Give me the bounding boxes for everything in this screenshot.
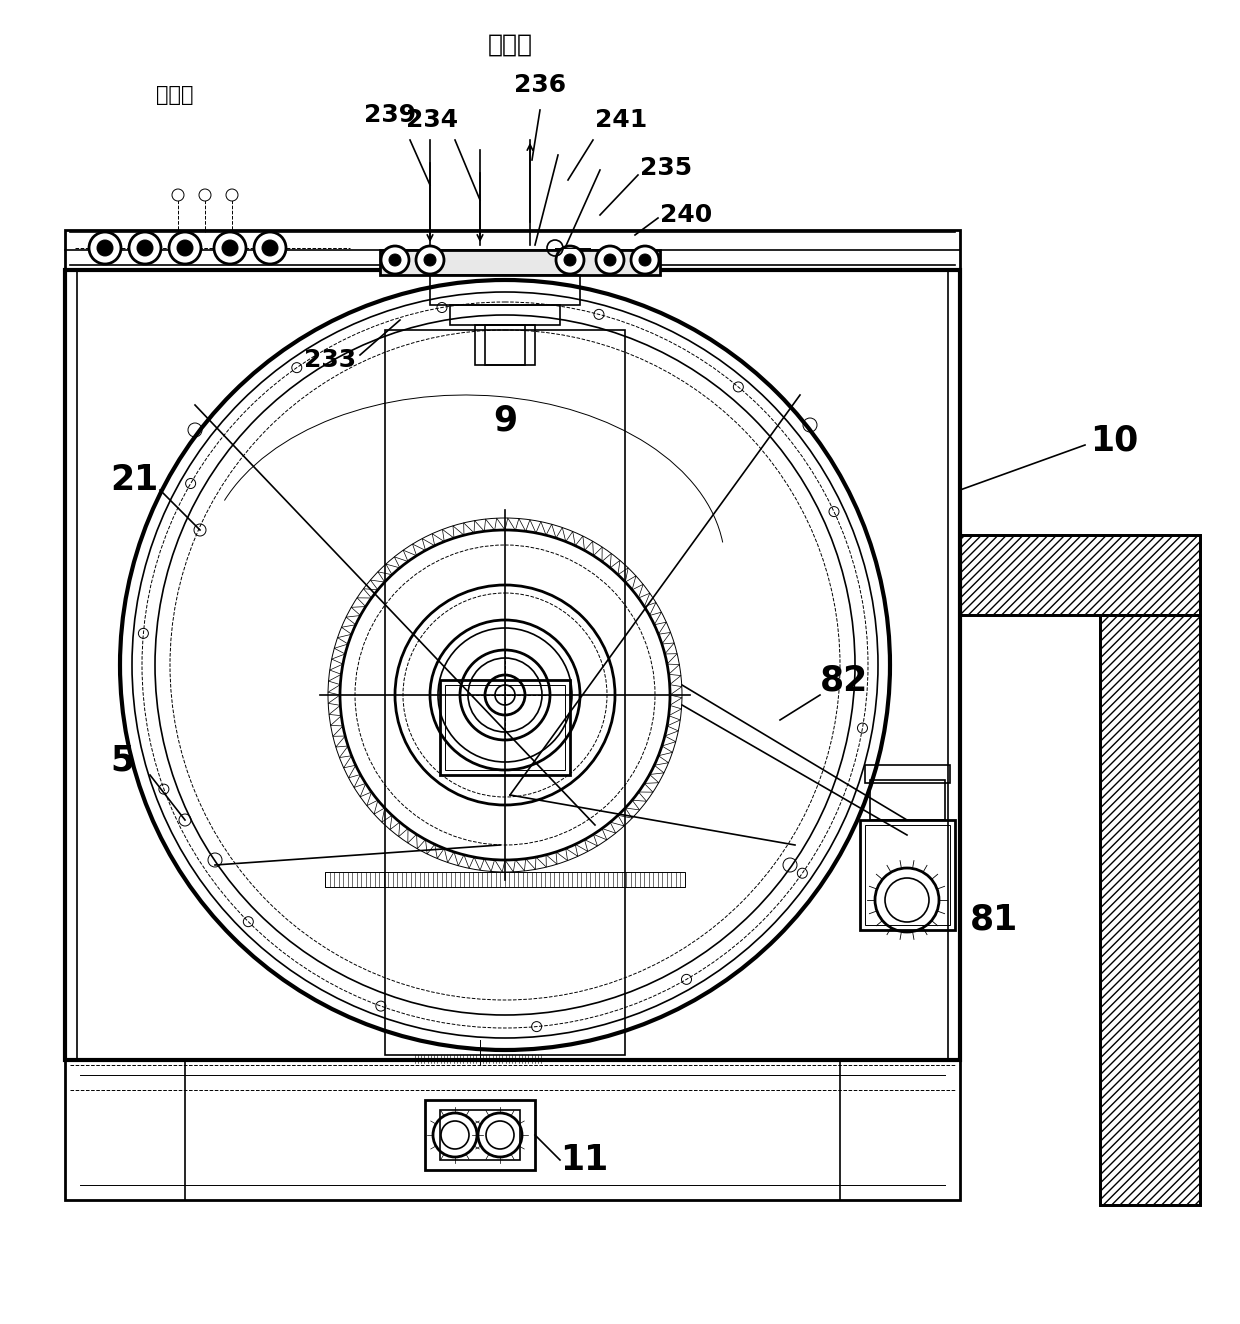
- Circle shape: [254, 232, 286, 263]
- Text: 240: 240: [660, 203, 712, 226]
- Bar: [1100, 616, 1200, 1205]
- Text: 鼓门开: 鼓门开: [156, 85, 193, 105]
- Circle shape: [604, 254, 616, 266]
- Text: 235: 235: [640, 156, 692, 180]
- Text: 82: 82: [820, 663, 868, 696]
- Bar: [866, 825, 950, 925]
- Circle shape: [136, 240, 153, 256]
- Bar: [450, 305, 560, 324]
- Text: 239: 239: [363, 103, 417, 127]
- Text: 11: 11: [560, 1143, 609, 1177]
- Bar: [861, 820, 955, 929]
- Text: 233: 233: [304, 348, 356, 372]
- Circle shape: [556, 246, 584, 274]
- Circle shape: [226, 189, 238, 201]
- Bar: [64, 230, 960, 270]
- Circle shape: [172, 189, 184, 201]
- Bar: [430, 275, 580, 305]
- Bar: [64, 270, 960, 1061]
- Text: 241: 241: [595, 109, 647, 132]
- Bar: [1100, 616, 1200, 1205]
- Bar: [866, 765, 950, 782]
- Circle shape: [129, 232, 161, 263]
- Bar: [960, 535, 1200, 616]
- Circle shape: [381, 246, 409, 274]
- Bar: [485, 324, 525, 365]
- Text: 10: 10: [1090, 422, 1138, 457]
- Circle shape: [631, 246, 658, 274]
- Text: 9: 9: [494, 402, 517, 437]
- Bar: [440, 681, 570, 775]
- Bar: [870, 780, 945, 820]
- Bar: [960, 535, 1200, 616]
- Circle shape: [89, 232, 122, 263]
- Text: 5: 5: [110, 743, 134, 777]
- Text: 81: 81: [970, 903, 1018, 937]
- Bar: [379, 250, 660, 275]
- Bar: [445, 685, 565, 771]
- Circle shape: [169, 232, 201, 263]
- Circle shape: [415, 246, 444, 274]
- Text: 鼓门关: 鼓门关: [487, 33, 532, 57]
- Circle shape: [389, 254, 401, 266]
- Bar: [425, 1100, 534, 1170]
- Text: 236: 236: [513, 73, 567, 97]
- Circle shape: [424, 254, 436, 266]
- Circle shape: [596, 246, 624, 274]
- Circle shape: [198, 189, 211, 201]
- Circle shape: [97, 240, 113, 256]
- Text: 234: 234: [405, 109, 458, 132]
- Bar: [64, 1061, 960, 1200]
- Circle shape: [177, 240, 193, 256]
- Bar: [475, 324, 534, 365]
- Circle shape: [262, 240, 278, 256]
- Bar: [440, 1110, 520, 1160]
- Circle shape: [215, 232, 246, 263]
- Bar: [325, 873, 684, 887]
- Text: 21: 21: [110, 463, 159, 496]
- Circle shape: [564, 254, 577, 266]
- Bar: [384, 330, 625, 1055]
- Circle shape: [639, 254, 651, 266]
- Circle shape: [222, 240, 238, 256]
